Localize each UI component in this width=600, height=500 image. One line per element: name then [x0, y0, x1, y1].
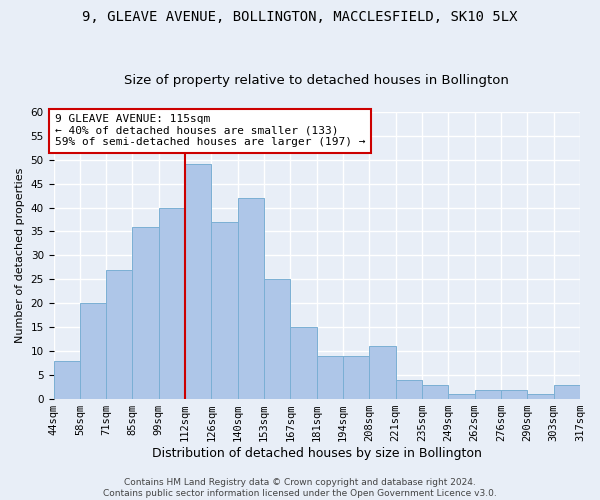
Bar	[211, 222, 238, 399]
Bar	[80, 304, 106, 399]
Y-axis label: Number of detached properties: Number of detached properties	[15, 168, 25, 343]
Bar	[475, 390, 501, 399]
Bar	[501, 390, 527, 399]
Bar	[317, 356, 343, 399]
Bar	[396, 380, 422, 399]
Text: Contains HM Land Registry data © Crown copyright and database right 2024.
Contai: Contains HM Land Registry data © Crown c…	[103, 478, 497, 498]
Bar	[422, 384, 448, 399]
X-axis label: Distribution of detached houses by size in Bollington: Distribution of detached houses by size …	[152, 447, 482, 460]
Bar	[527, 394, 554, 399]
Bar	[554, 384, 580, 399]
Bar	[185, 164, 211, 399]
Title: Size of property relative to detached houses in Bollington: Size of property relative to detached ho…	[124, 74, 509, 87]
Bar	[264, 280, 290, 399]
Bar	[370, 346, 396, 399]
Bar	[133, 226, 159, 399]
Text: 9 GLEAVE AVENUE: 115sqm
← 40% of detached houses are smaller (133)
59% of semi-d: 9 GLEAVE AVENUE: 115sqm ← 40% of detache…	[55, 114, 365, 148]
Bar	[343, 356, 370, 399]
Bar	[238, 198, 264, 399]
Bar	[448, 394, 475, 399]
Bar	[290, 328, 317, 399]
Bar	[106, 270, 133, 399]
Text: 9, GLEAVE AVENUE, BOLLINGTON, MACCLESFIELD, SK10 5LX: 9, GLEAVE AVENUE, BOLLINGTON, MACCLESFIE…	[82, 10, 518, 24]
Bar	[53, 361, 80, 399]
Bar	[159, 208, 185, 399]
